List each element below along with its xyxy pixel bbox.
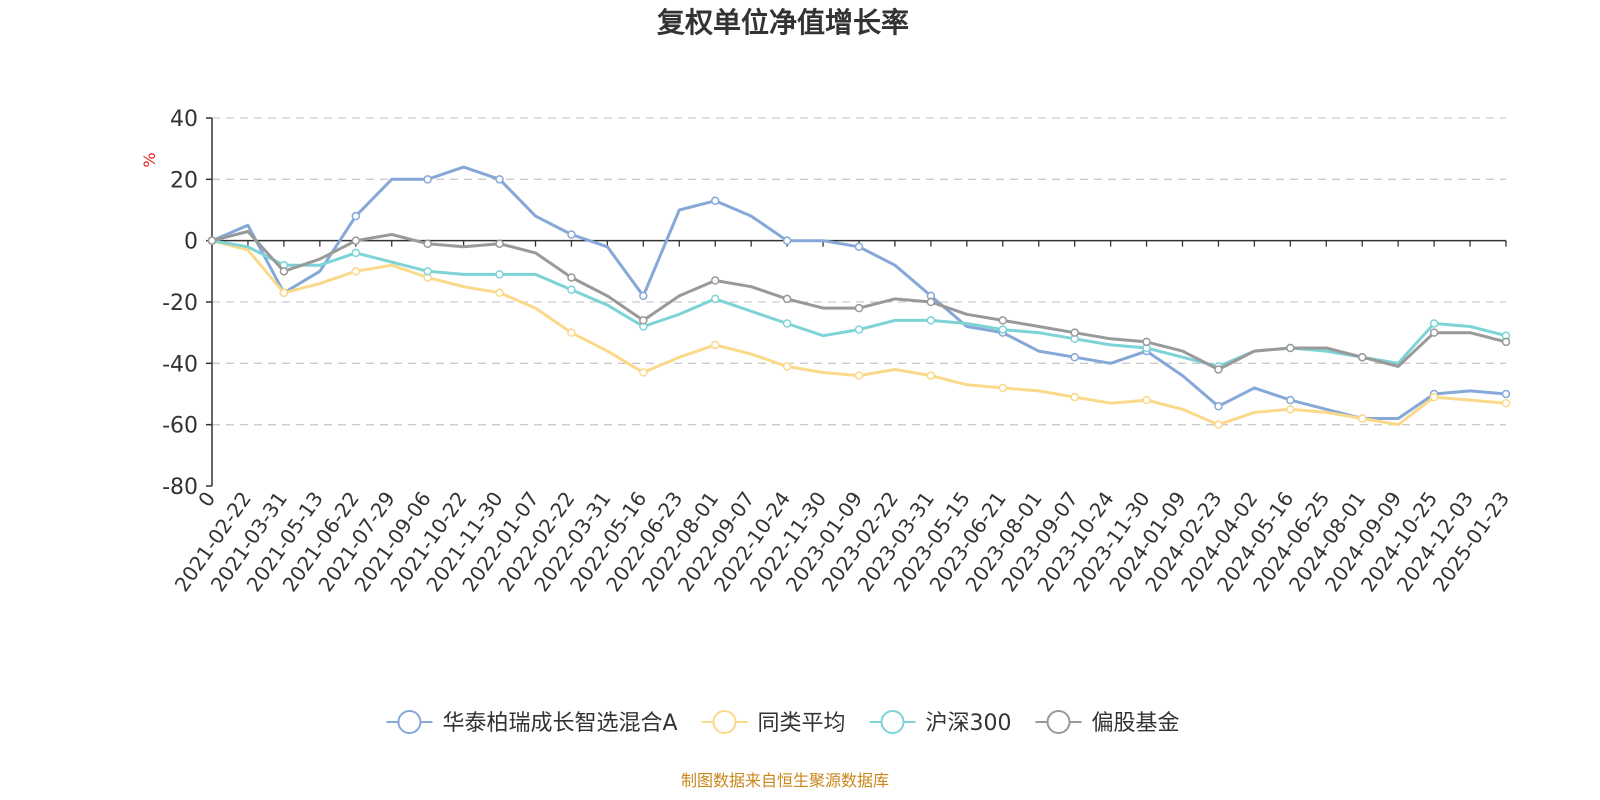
data-point: [1214, 402, 1223, 411]
data-point: [926, 316, 936, 325]
data-point: [782, 319, 792, 328]
data-point: [1286, 343, 1295, 353]
data-point: [639, 291, 648, 301]
data-point: [1286, 405, 1295, 414]
data-point: [854, 371, 864, 380]
data-point: [351, 248, 361, 258]
data-point: [1070, 392, 1079, 402]
data-point: [1142, 395, 1151, 405]
data-point: [1429, 392, 1439, 402]
data-point: [1214, 365, 1223, 374]
legend-circle-icon: [880, 710, 905, 734]
data-point: [207, 236, 217, 245]
data-point: [423, 267, 432, 276]
legend-circle-icon: [1046, 710, 1071, 734]
data-point: [1501, 337, 1511, 347]
y-tick-label: 0: [184, 230, 198, 255]
data-point: [423, 175, 432, 184]
data-point: [423, 239, 432, 248]
data-point: [279, 288, 289, 298]
y-axis-unit-label: %: [140, 152, 159, 167]
data-point: [710, 196, 720, 206]
data-point: [854, 303, 864, 313]
legend-item-1[interactable]: 同类平均: [701, 710, 846, 736]
data-point: [495, 239, 504, 248]
data-point: [998, 316, 1008, 325]
legend-label: 偏股基金: [1092, 711, 1180, 736]
series-0: [207, 165, 1511, 423]
legend-circle-icon: [712, 710, 737, 734]
data-point: [998, 325, 1008, 334]
data-point: [926, 371, 936, 380]
data-point: [1286, 395, 1295, 405]
legend-circle-icon: [397, 710, 422, 734]
data-point: [351, 267, 361, 276]
y-tick-label: 20: [170, 168, 198, 193]
data-point: [998, 383, 1008, 393]
series-1: [207, 236, 1511, 429]
x-tick-label: 0: [193, 487, 220, 511]
legend-label: 沪深300: [926, 711, 1012, 736]
data-point: [1357, 414, 1367, 423]
legend-item-2[interactable]: 沪深300: [869, 710, 1012, 736]
data-point: [710, 276, 720, 285]
y-tick-label: -40: [162, 352, 198, 377]
data-point: [495, 175, 504, 184]
data-point: [782, 294, 792, 304]
data-point: [782, 236, 792, 245]
data-point: [495, 270, 504, 279]
data-point: [1429, 319, 1439, 328]
axes: 40200-20-40-60-8002021-02-222021-03-3120…: [162, 107, 1514, 596]
data-point: [926, 297, 936, 307]
data-point: [854, 242, 864, 252]
data-point: [567, 285, 576, 294]
legend-item-0[interactable]: 华泰柏瑞成长智选混合A: [386, 710, 678, 736]
data-point: [351, 236, 361, 245]
data-point: [1501, 398, 1511, 408]
data-point: [567, 273, 576, 282]
data-point: [1142, 337, 1151, 347]
series-line: [210, 165, 1508, 420]
plot-area: [207, 165, 1511, 429]
series-2: [207, 236, 1511, 371]
data-point: [1070, 328, 1079, 337]
data-point: [1357, 352, 1367, 362]
data-point: [1070, 352, 1079, 362]
data-point: [351, 211, 361, 221]
y-tick-label: 40: [170, 107, 198, 132]
data-point: [1501, 389, 1511, 399]
series-line: [210, 230, 1508, 371]
data-point: [782, 362, 792, 371]
data-point: [710, 294, 720, 304]
legend-label: 同类平均: [758, 711, 846, 736]
data-point: [639, 368, 648, 377]
data-point: [495, 288, 504, 298]
data-point: [279, 267, 289, 276]
data-point: [1429, 328, 1439, 337]
legend[interactable]: 华泰柏瑞成长智选混合A 同类平均 沪深300 偏股基金: [386, 710, 1180, 736]
y-tick-label: -60: [162, 414, 198, 439]
series-3: [207, 230, 1511, 374]
legend-item-3[interactable]: 偏股基金: [1035, 710, 1180, 736]
source-note: 制图数据来自恒生聚源数据库: [681, 771, 889, 790]
data-point: [567, 230, 576, 239]
data-point: [639, 316, 648, 325]
data-point: [710, 340, 720, 350]
data-point: [567, 328, 576, 337]
chart-title: 复权单位净值增长率: [657, 6, 909, 39]
legend-label: 华泰柏瑞成长智选混合A: [442, 711, 677, 736]
data-point: [854, 325, 864, 334]
y-tick-label: -80: [162, 475, 198, 500]
y-tick-label: -20: [162, 291, 198, 316]
data-point: [1214, 420, 1223, 429]
